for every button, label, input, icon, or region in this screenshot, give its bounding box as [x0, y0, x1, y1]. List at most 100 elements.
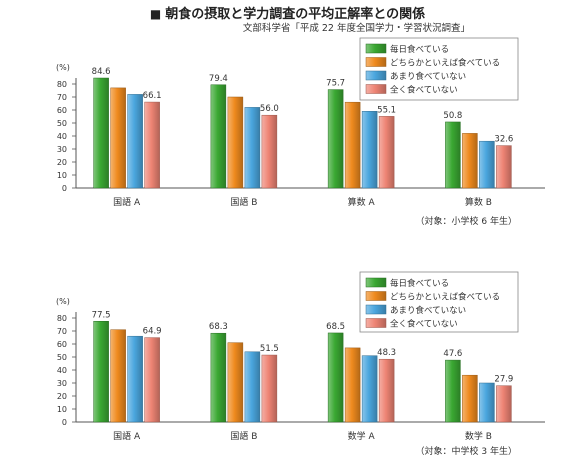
- bar: [127, 94, 143, 189]
- bar: [261, 114, 278, 189]
- y-tick-label: 40: [57, 366, 67, 375]
- chart-note: （対象：中学校 3 年生）: [416, 445, 517, 457]
- x-tick-label: 国語 B: [230, 196, 257, 208]
- data-label: 84.6: [92, 67, 111, 77]
- bar: [144, 101, 160, 189]
- legend-swatch: [365, 70, 387, 81]
- x-tick-label: 国語 A: [113, 196, 141, 208]
- bar: [462, 374, 478, 423]
- bar: [227, 342, 244, 423]
- bar: [445, 121, 461, 189]
- x-tick-label: 国語 B: [230, 430, 257, 442]
- y-tick-label: 20: [57, 158, 67, 167]
- legend-entry: 毎日食べている: [390, 44, 449, 55]
- bar: [210, 332, 227, 423]
- bar: [445, 359, 461, 423]
- bar: [496, 385, 512, 423]
- legend-entry: どちらかといえば食べている: [390, 292, 500, 303]
- bar: [479, 382, 495, 423]
- legend-box: [359, 271, 519, 333]
- y-tick-label: 30: [57, 145, 67, 154]
- data-label: 55.1: [377, 105, 396, 115]
- data-label: 51.5: [260, 344, 279, 354]
- data-label: 64.9: [143, 327, 162, 337]
- legend-box: [359, 37, 519, 101]
- bar: [462, 133, 478, 189]
- data-label: 79.4: [209, 74, 228, 84]
- chart-elementary: (%) 0 10 20 30 40 50 60 70 80 国語 A 国語 B 算数 A 算数 B 84.6…: [56, 37, 545, 227]
- legend-entry: あまり食べていない: [390, 71, 466, 82]
- x-tick-label: 算数 A: [348, 196, 376, 208]
- bar: [244, 351, 261, 423]
- y-tick-label: 10: [57, 405, 67, 414]
- y-axis-label: (%): [56, 297, 70, 306]
- y-tick-label: 60: [57, 106, 67, 115]
- bar: [361, 111, 378, 189]
- chart-junior-high: (%) 0 10 20 30 40 50 60 70 80 国語 A 国語 B 数学 A 数学 B 77.5…: [56, 271, 545, 457]
- bar: [327, 89, 344, 189]
- data-label: 47.6: [443, 349, 462, 359]
- bar: [361, 355, 378, 423]
- bar: [327, 332, 344, 423]
- bar: [93, 321, 109, 423]
- legend-entry: あまり食べていない: [390, 305, 466, 316]
- data-label: 68.3: [209, 322, 228, 332]
- bar: [227, 96, 244, 189]
- data-label: 56.0: [260, 104, 279, 114]
- y-tick-label: 60: [57, 340, 67, 349]
- legend-swatch: [365, 318, 387, 328]
- chart-note: （対象：小学校 6 年生）: [416, 215, 517, 227]
- y-tick-label: 50: [57, 353, 67, 362]
- bar: [479, 140, 495, 189]
- x-tick-label: 数学 B: [465, 430, 492, 442]
- y-tick-label: 10: [57, 171, 67, 180]
- x-tick-label: 国語 A: [113, 430, 141, 442]
- legend-swatch: [365, 277, 387, 288]
- bar: [261, 354, 278, 423]
- legend-entry: 毎日食べている: [390, 278, 449, 289]
- chart-title: ■ 朝食の摂取と学力調査の平均正解率との関係: [0, 3, 575, 22]
- data-label: 66.1: [143, 91, 162, 101]
- y-tick-label: 40: [57, 132, 67, 141]
- data-label: 27.9: [494, 375, 513, 385]
- bar: [496, 145, 512, 189]
- y-axis-label: (%): [56, 63, 70, 72]
- bar: [344, 101, 361, 189]
- data-label: 50.8: [443, 111, 462, 121]
- data-label: 77.5: [92, 310, 111, 320]
- legend-entry: 全く食べていない: [390, 85, 458, 96]
- bar: [244, 107, 261, 189]
- y-tick-label: 0: [62, 184, 67, 193]
- y-tick-label: 80: [57, 80, 67, 89]
- bar: [344, 347, 361, 423]
- y-tick-label: 0: [62, 418, 67, 427]
- legend-swatch: [365, 291, 387, 301]
- y-tick-label: 50: [57, 119, 67, 128]
- title-marker: ■: [149, 7, 162, 21]
- y-tick-label: 80: [57, 314, 67, 323]
- bar: [110, 87, 126, 189]
- y-tick-label: 70: [57, 93, 67, 102]
- legend-swatch: [365, 84, 387, 94]
- x-tick-label: 算数 B: [465, 196, 492, 208]
- y-tick-label: 70: [57, 327, 67, 336]
- bar: [93, 77, 109, 189]
- y-tick-label: 20: [57, 392, 67, 401]
- title-text: 朝食の摂取と学力調査の平均正解率との関係: [165, 7, 426, 22]
- bar: [110, 329, 126, 423]
- legend-entry: 全く食べていない: [390, 319, 458, 330]
- bar: [210, 84, 227, 189]
- legend-swatch: [365, 304, 387, 315]
- data-label: 68.5: [326, 322, 345, 332]
- bar: [144, 337, 160, 423]
- bar: [378, 358, 395, 423]
- x-tick-label: 数学 A: [348, 430, 376, 442]
- bar: [378, 116, 395, 189]
- legend-swatch: [365, 43, 387, 54]
- y-tick-label: 30: [57, 379, 67, 388]
- bar: [127, 335, 143, 423]
- source-text: 文部科学省「平成 22 年度全国学力・学習状況調査」: [242, 23, 470, 34]
- legend-entry: どちらかといえば食べている: [390, 58, 500, 69]
